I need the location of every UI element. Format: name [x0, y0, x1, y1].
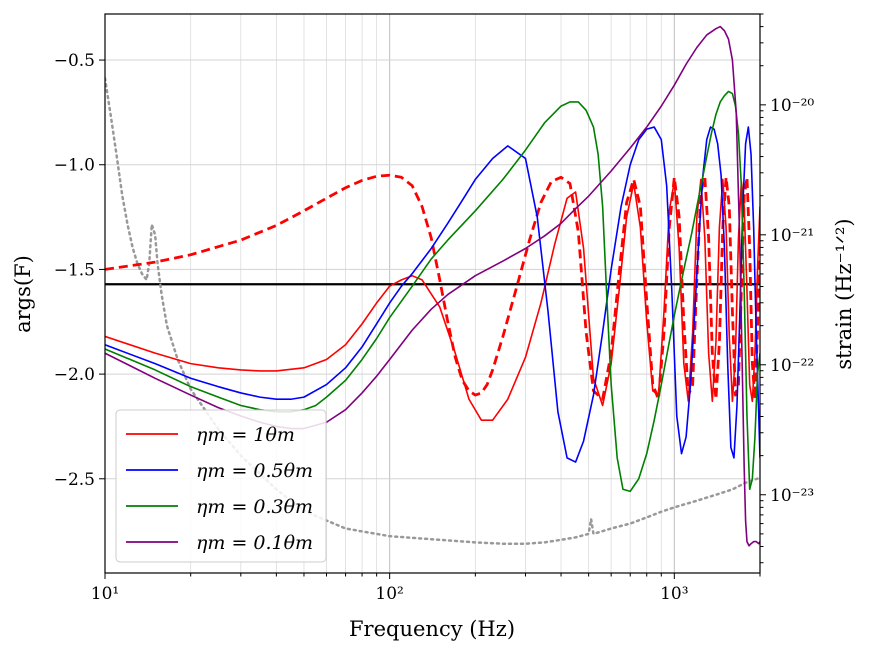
legend-label: ηm = 0.5θm: [196, 460, 313, 482]
y-tick-label: −1.5: [54, 260, 95, 280]
y-tick-label: −2.0: [54, 365, 95, 385]
y2-tick-label: 10⁻²¹: [770, 226, 814, 246]
y2-axis-label: strain (Hz⁻¹ᐟ²): [832, 218, 856, 369]
y2-tick-label: 10⁻²⁰: [770, 96, 814, 116]
x-axis-label: Frequency (Hz): [349, 617, 515, 641]
legend-label: ηm = 0.1θm: [196, 532, 313, 554]
y-tick-label: −2.5: [54, 470, 95, 490]
plot-frame: [104, 13, 761, 574]
series-line-3: [105, 90, 760, 493]
legend-label: ηm = 0.3θm: [196, 496, 313, 518]
y-axis-left: −0.5 −1.0 −1.5 −2.0 −2.5: [54, 51, 105, 490]
y-axis-right: 10⁻²⁰ 10⁻²¹ 10⁻²² 10⁻²³: [760, 13, 814, 564]
legend-label: ηm = 1θm: [196, 424, 295, 446]
x-tick-label: 10³: [660, 584, 688, 604]
y-tick-label: −0.5: [54, 51, 95, 71]
x-axis: 10¹ 10² 10³: [91, 573, 761, 604]
y2-tick-label: 10⁻²²: [770, 356, 814, 376]
x-tick-label: 10²: [375, 584, 403, 604]
series-line-2: [105, 126, 760, 463]
y2-tick-label: 10⁻²³: [770, 486, 814, 506]
y-tick-label: −1.0: [54, 156, 95, 176]
grid-lines: [104, 14, 761, 573]
series-line-1: [105, 173, 760, 401]
legend: ηm = 1θm ηm = 0.5θm ηm = 0.3θm ηm = 0.1θm: [115, 409, 327, 563]
legend-box: [115, 409, 327, 563]
series-line-5: [105, 77, 760, 545]
series-line-0: [105, 178, 760, 421]
y-axis-label: args(F): [11, 255, 35, 333]
x-tick-label: 10¹: [91, 584, 119, 604]
